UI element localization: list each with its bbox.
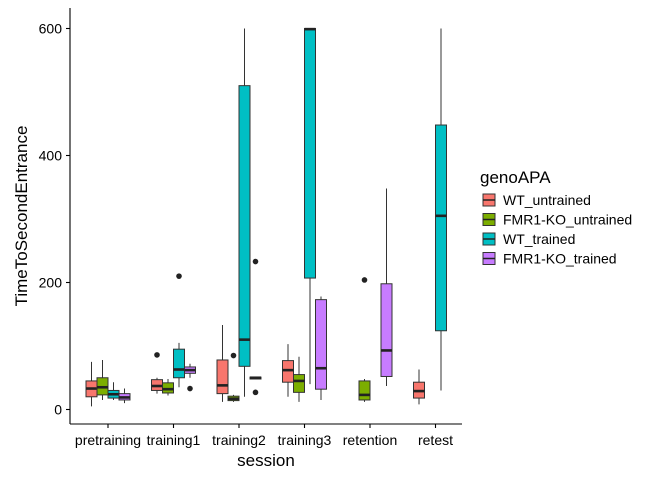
outlier-point — [252, 389, 259, 396]
legend-item-FMR1-KO_untrained: FMR1-KO_untrained — [482, 212, 632, 228]
x-tick-label: training3 — [278, 432, 332, 448]
y-tick-label: 200 — [39, 275, 63, 291]
box-FMR1-KO_untrained-training1 — [162, 379, 174, 396]
box-FMR1-KO_trained-training3 — [315, 296, 327, 400]
box-FMR1-KO_untrained-training3 — [293, 356, 305, 402]
outlier-point — [187, 385, 193, 392]
outlier-point — [154, 352, 160, 358]
y-axis-title: TimeToSecondEntrance — [12, 126, 31, 307]
outlier-point — [361, 277, 368, 283]
box-WT_untrained-training1 — [151, 352, 163, 394]
box-body — [216, 359, 229, 395]
legend-label: FMR1-KO_untrained — [503, 212, 632, 228]
plot-area — [85, 27, 447, 407]
legend-label: WT_trained — [503, 231, 575, 247]
box-body — [435, 124, 447, 332]
box-FMR1-KO_untrained-pretraining — [96, 359, 109, 400]
box-FMR1-KO_trained-pretraining — [118, 388, 131, 404]
y-tick-label: 0 — [54, 402, 62, 418]
box-body — [173, 348, 185, 379]
y-tick-label: 600 — [39, 21, 63, 37]
outlier-point — [176, 273, 182, 279]
legend-label: FMR1-KO_trained — [503, 251, 617, 267]
box-body — [304, 28, 316, 279]
x-axis-title: session — [237, 451, 295, 470]
box-WT_untrained-training2 — [216, 325, 229, 402]
box-WT_trained-training1 — [173, 273, 185, 388]
legend-title: genoAPA — [480, 168, 551, 187]
box-FMR1-KO_untrained-retention — [358, 277, 371, 402]
legend: genoAPA WT_untrained FMR1-KO_untrained WT_… — [480, 168, 632, 267]
box-WT_trained-pretraining — [107, 382, 120, 400]
legend-item-FMR1-KO_trained: FMR1-KO_trained — [482, 251, 617, 267]
legend-label: WT_untrained — [503, 192, 591, 208]
box-WT_untrained-retest — [413, 369, 425, 405]
legend-item-WT_untrained: WT_untrained — [482, 192, 591, 208]
outlier-point — [252, 258, 259, 265]
box-WT_untrained-training3 — [282, 344, 294, 397]
x-tick-label: retention — [343, 432, 397, 448]
box-body — [380, 283, 393, 377]
legend-item-WT_trained: WT_trained — [482, 231, 575, 247]
box-WT_trained-training3 — [304, 27, 316, 385]
box-WT_trained-training2 — [238, 28, 251, 397]
box-FMR1-KO_trained-training2 — [249, 258, 262, 396]
box-body — [293, 374, 305, 393]
x-tick-label: training2 — [212, 432, 266, 448]
x-tick-label: retest — [418, 432, 453, 448]
x-tick-label: training1 — [147, 432, 201, 448]
box-body — [315, 299, 327, 390]
box-FMR1-KO_untrained-training2 — [227, 352, 240, 402]
box-WT_untrained-pretraining — [85, 361, 98, 407]
box-body — [358, 380, 371, 401]
box-FMR1-KO_trained-retention — [380, 188, 393, 387]
y-tick-label: 400 — [39, 148, 63, 164]
box-WT_trained-retest — [435, 28, 447, 391]
axes — [69, 8, 462, 425]
x-tick-label: pretraining — [75, 432, 141, 448]
outlier-point — [230, 352, 237, 359]
x-ticks: pretraining training1 training2 training3 re… — [75, 424, 453, 448]
box-FMR1-KO_trained-training1 — [184, 363, 196, 392]
y-ticks: 0 200 400 600 — [39, 21, 70, 418]
box-body — [238, 85, 251, 367]
